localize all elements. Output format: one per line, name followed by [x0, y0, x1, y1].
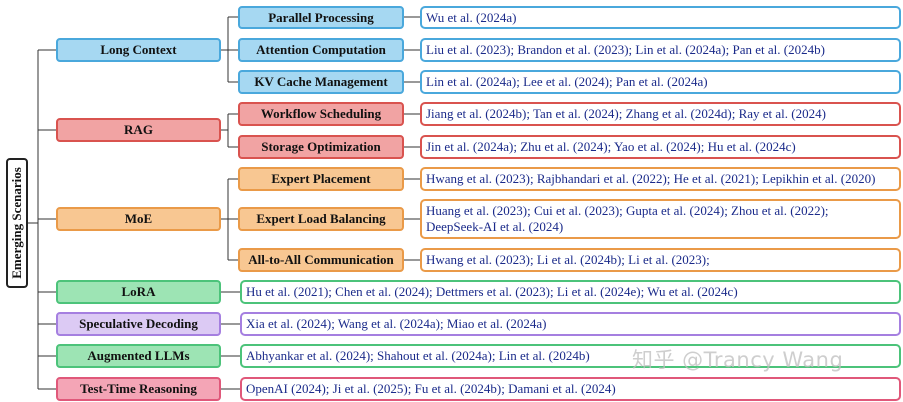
category-moe: MoE: [56, 207, 221, 231]
refs-storage-optimization: Jin et al. (2024a); Zhu et al. (2024); Y…: [420, 135, 901, 159]
refs-augmented-llms: Abhyankar et al. (2024); Shahout et al. …: [240, 344, 901, 368]
refs-expert-placement: Hwang et al. (2023); Rajbhandari et al. …: [420, 167, 901, 191]
subcategory-expert-placement: Expert Placement: [238, 167, 404, 191]
refs-expert-load-balancing-line1: Huang et al. (2023); Cui et al. (2023); …: [426, 203, 829, 218]
refs-lora: Hu et al. (2021); Chen et al. (2024); De…: [240, 280, 901, 304]
refs-workflow-scheduling: Jiang et al. (2024b); Tan et al. (2024);…: [420, 102, 901, 126]
subcategory-expert-load-balancing: Expert Load Balancing: [238, 207, 404, 231]
root-label: Emerging Scenarios: [9, 167, 25, 279]
subcategory-storage-optimization: Storage Optimization: [238, 135, 404, 159]
subcategory-kv-cache-management: KV Cache Management: [238, 70, 404, 94]
root-node: Emerging Scenarios: [6, 158, 28, 288]
refs-kv-cache-management: Lin et al. (2024a); Lee et al. (2024); P…: [420, 70, 901, 94]
category-augmented-llms: Augmented LLMs: [56, 344, 221, 368]
category-rag: RAG: [56, 118, 221, 142]
refs-all-to-all-communication: Hwang et al. (2023); Li et al. (2024b); …: [420, 248, 901, 272]
category-long-context: Long Context: [56, 38, 221, 62]
category-speculative-decoding: Speculative Decoding: [56, 312, 221, 336]
subcategory-all-to-all-communication: All-to-All Communication: [238, 248, 404, 272]
watermark: 知乎 @Trancy Wang: [632, 348, 844, 372]
refs-parallel-processing: Wu et al. (2024a): [420, 6, 901, 29]
refs-expert-load-balancing: Huang et al. (2023); Cui et al. (2023); …: [420, 199, 901, 239]
subcategory-attention-computation: Attention Computation: [238, 38, 404, 62]
refs-speculative-decoding: Xia et al. (2024); Wang et al. (2024a); …: [240, 312, 901, 336]
subcategory-workflow-scheduling: Workflow Scheduling: [238, 102, 404, 126]
refs-attention-computation: Liu et al. (2023); Brandon et al. (2023)…: [420, 38, 901, 62]
refs-expert-load-balancing-line2: DeepSeek-AI et al. (2024): [426, 219, 564, 234]
subcategory-parallel-processing: Parallel Processing: [238, 6, 404, 29]
refs-test-time-reasoning: OpenAI (2024); Ji et al. (2025); Fu et a…: [240, 377, 901, 401]
category-test-time-reasoning: Test-Time Reasoning: [56, 377, 221, 401]
category-lora: LoRA: [56, 280, 221, 304]
